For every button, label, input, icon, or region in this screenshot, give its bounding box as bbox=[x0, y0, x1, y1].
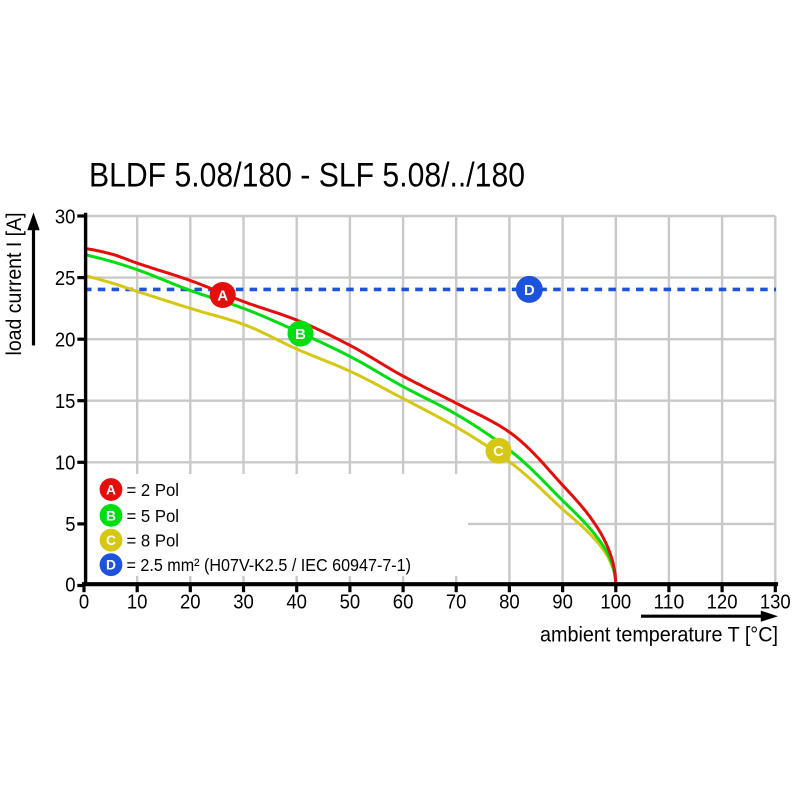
svg-text:20: 20 bbox=[180, 591, 201, 614]
svg-text:B: B bbox=[295, 327, 306, 343]
svg-text:25: 25 bbox=[55, 267, 76, 290]
svg-text:0: 0 bbox=[79, 591, 89, 614]
svg-text:70: 70 bbox=[446, 591, 467, 614]
svg-text:5: 5 bbox=[65, 513, 75, 536]
svg-text:D: D bbox=[106, 558, 116, 573]
svg-text:30: 30 bbox=[233, 591, 254, 614]
svg-text:130: 130 bbox=[760, 591, 791, 614]
svg-text:0: 0 bbox=[65, 574, 75, 597]
svg-text:20: 20 bbox=[55, 329, 76, 352]
svg-text:= 8 Pol: = 8 Pol bbox=[127, 531, 180, 551]
svg-text:C: C bbox=[106, 533, 116, 548]
svg-text:60: 60 bbox=[393, 591, 414, 614]
svg-text:10: 10 bbox=[55, 452, 76, 475]
svg-text:B: B bbox=[106, 508, 116, 523]
svg-text:ambient temperature T [°C]: ambient temperature T [°C] bbox=[540, 623, 778, 647]
svg-text:D: D bbox=[524, 283, 535, 299]
svg-text:= 2.5 mm² (H07V-K2.5 / IEC 609: = 2.5 mm² (H07V-K2.5 / IEC 60947-7-1) bbox=[127, 555, 412, 575]
svg-text:30: 30 bbox=[55, 205, 76, 228]
svg-text:= 5 Pol: = 5 Pol bbox=[127, 506, 180, 526]
svg-text:10: 10 bbox=[127, 591, 148, 614]
svg-text:80: 80 bbox=[499, 591, 520, 614]
svg-text:110: 110 bbox=[653, 591, 684, 614]
svg-text:C: C bbox=[493, 444, 504, 460]
svg-text:50: 50 bbox=[340, 591, 361, 614]
svg-text:100: 100 bbox=[600, 591, 631, 614]
svg-text:A: A bbox=[217, 289, 228, 305]
svg-text:15: 15 bbox=[55, 390, 76, 413]
svg-text:A: A bbox=[106, 483, 116, 498]
svg-text:40: 40 bbox=[286, 591, 307, 614]
svg-text:BLDF 5.08/180 - SLF 5.08/../18: BLDF 5.08/180 - SLF 5.08/../180 bbox=[89, 157, 525, 195]
svg-text:= 2 Pol: = 2 Pol bbox=[127, 480, 180, 500]
svg-text:120: 120 bbox=[707, 591, 738, 614]
svg-text:90: 90 bbox=[552, 591, 573, 614]
svg-text:load current I [A]: load current I [A] bbox=[3, 213, 26, 356]
